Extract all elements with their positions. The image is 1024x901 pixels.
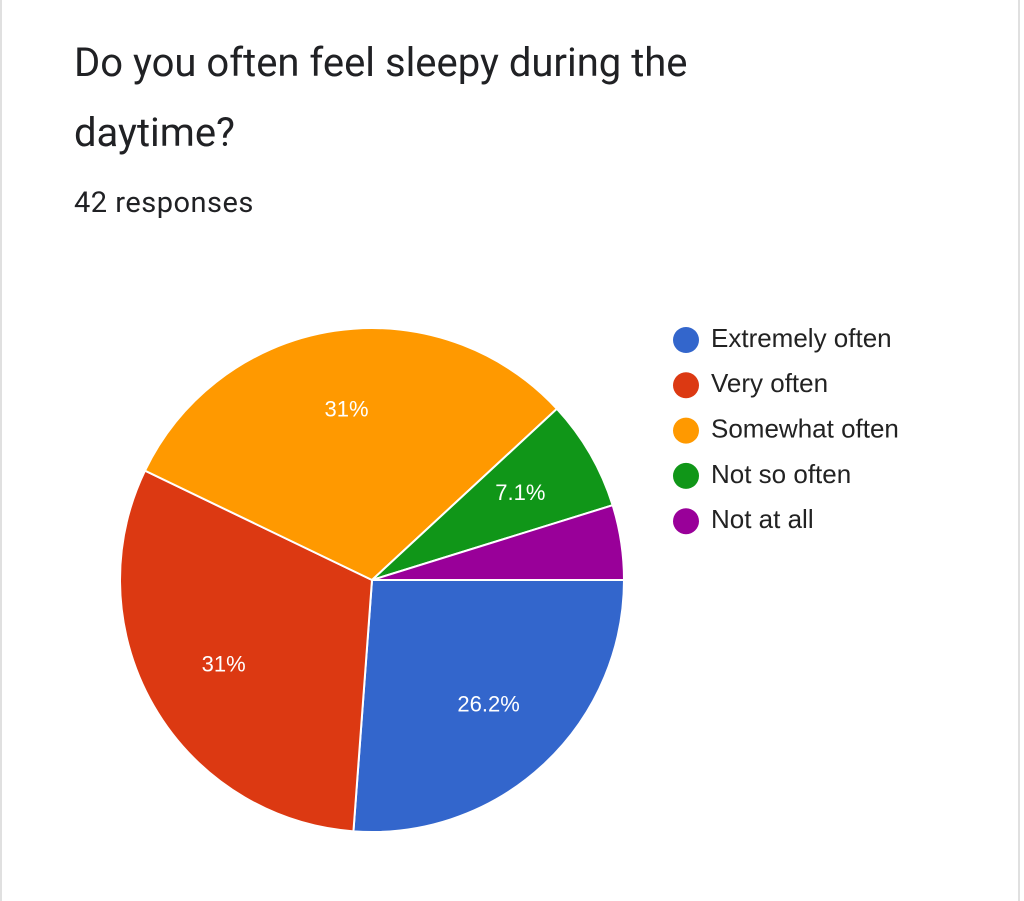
slice-label: 31% (325, 396, 369, 421)
slice-label: 7.1% (495, 480, 545, 505)
legend-label: Not at all (711, 504, 814, 534)
slice-label: 26.2% (457, 691, 519, 716)
pie-slice (143, 327, 559, 582)
chart-title: Do you often feel sleepy during the dayt… (74, 39, 688, 156)
legend-swatch (673, 372, 699, 399)
legend-label: Not so often (711, 459, 851, 489)
legend-swatch (673, 327, 699, 353)
legend-label: Extremely often (711, 323, 892, 353)
legend-label: Somewhat often (711, 413, 899, 443)
pie-slice (371, 407, 614, 581)
legend-swatch (673, 417, 699, 444)
chart-subtitle: 42 responses (74, 186, 254, 220)
pie-slice (352, 579, 626, 833)
pie-slice (119, 469, 374, 833)
legend-swatch (673, 462, 699, 489)
legend-swatch (673, 508, 699, 535)
legend-label: Very often (711, 368, 828, 398)
slice-label: 31% (202, 652, 246, 677)
pie-slice (371, 503, 626, 581)
